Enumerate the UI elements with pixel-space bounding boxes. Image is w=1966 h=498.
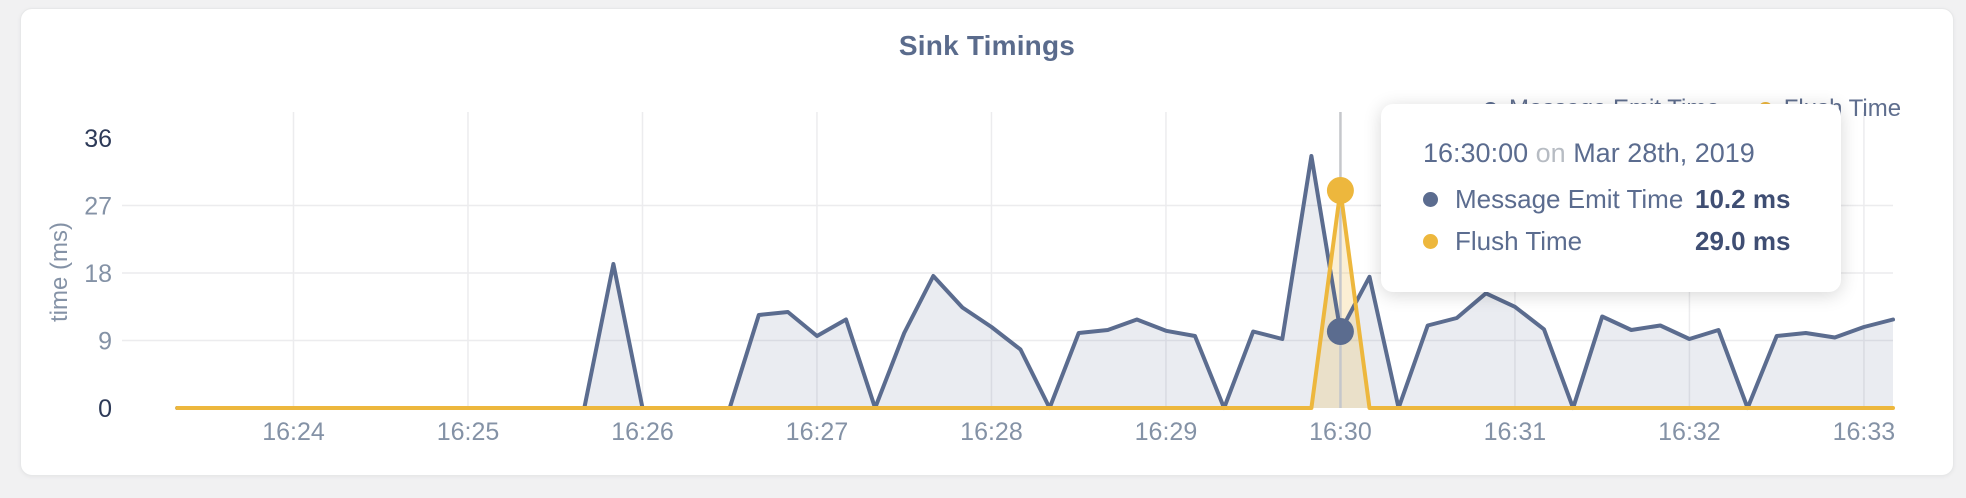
x-tick-label: 16:31 (1484, 418, 1547, 446)
chart-title: Sink Timings (898, 30, 1076, 61)
y-tick-label: 0 (98, 395, 112, 423)
tooltip-conjunction: on (1535, 138, 1566, 168)
tooltip-series-value: 10.2 ms (1695, 184, 1791, 214)
x-tick-label: 16:29 (1135, 418, 1198, 446)
message-emit-time-dot-icon (1423, 192, 1438, 207)
flush-time-line (175, 188, 1895, 410)
tooltip: 16:30:00 on Mar 28th, 2019 Message Emit … (1381, 104, 1841, 292)
tooltip-series-label: Message Emit Time (1455, 184, 1684, 214)
x-tick-label: 16:32 (1658, 418, 1721, 446)
flush-time-highlight-dot (1326, 177, 1354, 204)
tooltip-time: 16:30:00 (1423, 138, 1529, 168)
tooltip-header: 16:30:00 on Mar 28th, 2019 (1423, 138, 1813, 169)
x-tick-label: 16:25 (437, 418, 500, 446)
tooltip-series-value: 29.0 ms (1695, 226, 1791, 256)
message-emit-time-area (177, 156, 1894, 408)
y-tick-label: 36 (84, 125, 112, 153)
x-tick-label: 16:24 (262, 418, 325, 446)
x-tick-label: 16:30 (1309, 418, 1372, 446)
message-emit-time-highlight-dot (1326, 318, 1354, 345)
y-tick-label: 18 (84, 260, 112, 288)
x-tick-label: 16:28 (960, 418, 1023, 446)
tooltip-row-message-emit-time: Message Emit Time 10.2 ms (1423, 184, 1813, 215)
y-tick-label: 27 (84, 193, 112, 221)
y-axis-name: time (ms) (46, 222, 73, 322)
x-tick-label: 16:27 (786, 418, 849, 446)
tooltip-date: Mar 28th, 2019 (1573, 138, 1755, 168)
tooltip-series-label: Flush Time (1455, 226, 1583, 256)
flush-time-dot-icon (1423, 234, 1438, 249)
tooltip-row-flush-time: Flush Time 29.0 ms (1423, 226, 1813, 257)
x-tick-label: 16:26 (611, 418, 674, 446)
x-tick-label: 16:33 (1833, 418, 1896, 446)
y-tick-label: 9 (98, 328, 112, 356)
